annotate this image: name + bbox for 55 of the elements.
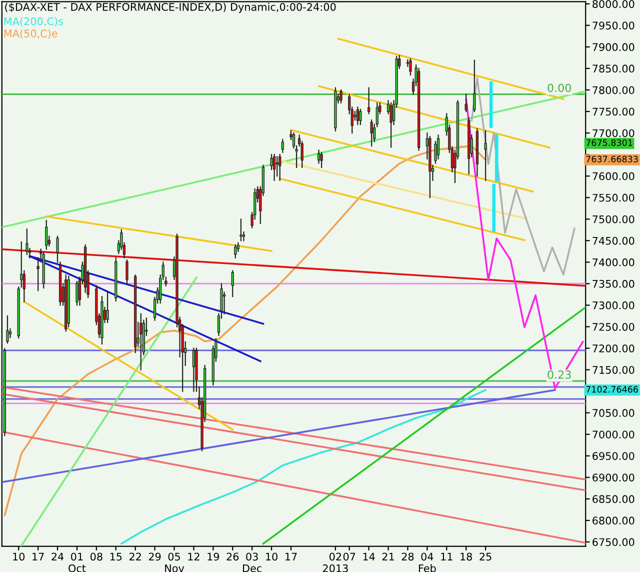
x-tick-label: 22 xyxy=(129,552,141,560)
y-tick-label: 7950.00 xyxy=(592,22,634,30)
x-tick-label: 10 xyxy=(266,552,278,561)
x-tick-label: 08 xyxy=(90,552,102,561)
x-tick-label: 15 xyxy=(110,552,122,561)
y-tick-label: 7600.00 xyxy=(592,172,634,180)
y-tick-label: 7150.00 xyxy=(592,366,634,374)
x-tick-label: 04 Feb xyxy=(418,552,436,572)
y-tick-label: 7750.00 xyxy=(592,108,634,116)
y-tick-label: 7500.00 xyxy=(592,215,634,224)
y-tick-label: 7700.00 xyxy=(592,129,634,138)
x-tick-label: 24 xyxy=(52,552,64,560)
x-tick-label: 17 xyxy=(285,552,297,560)
x-tick-label: 01 Oct xyxy=(68,552,86,572)
y-tick-label: 6750.00 xyxy=(592,538,634,546)
x-tick-label: 05 Nov xyxy=(165,552,184,572)
y-tick-label: 7550.00 xyxy=(592,194,634,202)
x-tick-label: 14 xyxy=(363,552,375,560)
y-tick-label: 8000.00 xyxy=(592,0,634,8)
y-tick-label: 6850.00 xyxy=(592,495,634,504)
x-tick-label: 18 xyxy=(460,552,472,561)
y-tick-label: 7800.00 xyxy=(592,86,634,94)
x-tick-label: 26 xyxy=(226,552,239,561)
chart-title: ($DAX-XET - DAX PERFORMANCE-INDEX,D) Dynamic,0:00-24:00 xyxy=(5,2,336,13)
y-tick-label: 7900.00 xyxy=(592,43,634,52)
x-tick-label: 29 xyxy=(148,552,161,561)
y-tick-label: 6900.00 xyxy=(592,474,634,482)
text: 7102.76466 xyxy=(586,386,638,393)
x-tick-label: 07 xyxy=(343,552,356,561)
y-tick-label: 7400.00 xyxy=(592,258,634,266)
text: MA(50,C)e xyxy=(4,29,58,39)
y-tick-label: 7300.00 xyxy=(592,301,634,310)
x-tick-label: 19 xyxy=(208,552,220,561)
text: MA(200,C)s xyxy=(4,17,63,26)
annotation: 0.23 xyxy=(548,370,571,379)
x-tick-label: 21 xyxy=(382,552,394,560)
y-tick-label: 7200.00 xyxy=(592,344,634,352)
text: 7675.8301 xyxy=(586,139,632,146)
y-tick-label: 7000.00 xyxy=(592,430,634,438)
y-tick-label: 7050.00 xyxy=(592,409,634,417)
x-tick-label: 25 xyxy=(480,552,492,561)
y-tick-label: 6800.00 xyxy=(592,516,634,525)
x-tick-label: 28 xyxy=(402,552,414,561)
y-tick-label: 7350.00 xyxy=(592,280,634,288)
x-tick-label: 10 xyxy=(13,552,25,561)
text: 7637.66833 xyxy=(586,156,638,162)
y-tick-label: 7850.00 xyxy=(592,64,634,73)
y-tick-label: 7250.00 xyxy=(592,322,634,331)
y-tick-label: 7450.00 xyxy=(592,236,634,245)
x-tick-label: 12 xyxy=(188,552,200,560)
x-tick-label: 03 Dec xyxy=(243,552,262,572)
x-tick-label: 17 xyxy=(32,552,44,560)
x-tick-label: 11 xyxy=(441,552,452,560)
y-tick-label: 6950.00 xyxy=(592,452,634,460)
annotation: 0.00 xyxy=(548,84,571,92)
